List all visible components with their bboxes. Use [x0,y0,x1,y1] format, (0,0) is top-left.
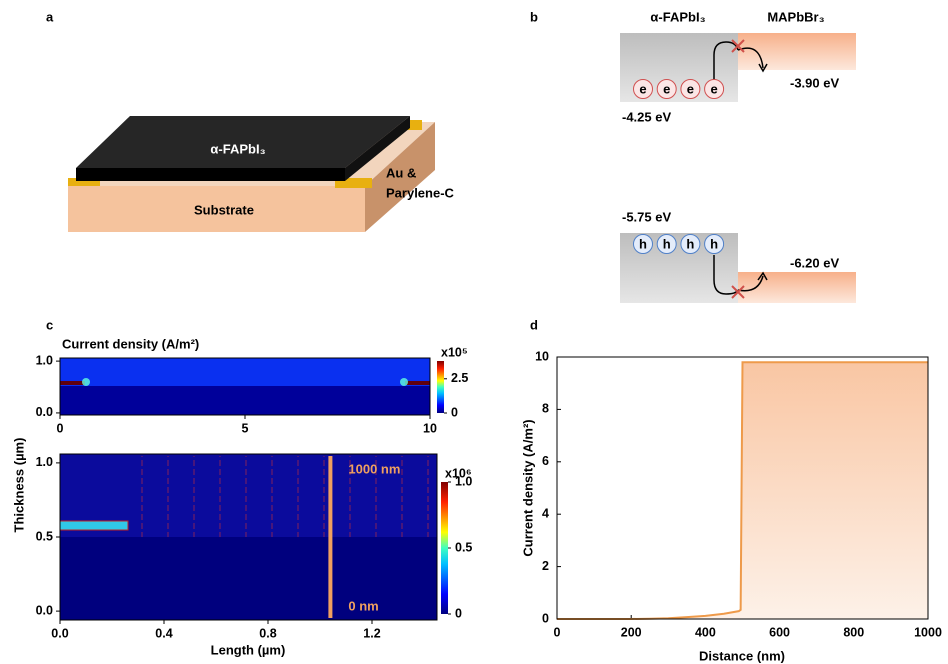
carrier [704,79,725,99]
carrier-label: h [639,236,647,251]
y-tick-label: 4 [542,506,549,520]
carrier [633,79,653,99]
electrode [405,381,430,385]
x-tick-label: 0 [554,625,561,639]
y-tick-label: 0.0 [36,405,53,419]
x-tick-label: 600 [769,625,790,639]
y-axis-label: Current density (A/m²) [520,419,535,556]
level-label: -3.90 eV [790,75,839,90]
arrow [737,275,764,292]
carrier-label: e [710,81,717,96]
carrier-label: e [663,81,670,96]
colorbar [441,482,448,614]
substrate-side [365,122,435,232]
carrier-label: e [687,81,694,96]
material-label: α-FAPbI₃ [650,9,705,24]
y-tick-label: 8 [542,402,549,416]
x-axis-label: Length (µm) [211,642,286,657]
carrier-label: h [710,236,718,251]
x-axis-label: Distance (nm) [699,648,785,663]
substrate-front [68,186,365,232]
colorbar-tick-label: 2.5 [451,371,468,385]
cutline-label: 0 nm [348,598,378,613]
material-label: MAPbBr₃ [767,9,824,24]
colorbar-scale: x10⁵ [441,345,468,359]
plot-frame [556,356,929,620]
level-label: -5.75 eV [622,209,671,224]
hotspot [82,378,90,386]
carrier [656,79,677,99]
x-tick-label: 200 [621,625,642,639]
x-tick-label: 0 [57,421,64,435]
field-arrows [130,456,437,537]
level-label: -6.20 eV [790,255,839,270]
panel-label: b [530,9,538,24]
carrier [656,234,677,254]
electrode-label: Au & [386,165,416,180]
x-tick-label: 5 [242,421,249,435]
hotspot [400,378,408,386]
electrode-label: Parylene-C [386,185,455,200]
colorbar-tick-label: 0 [455,606,462,620]
level-label: -4.25 eV [622,109,671,124]
band [738,33,856,70]
film-label: α-FAPbI₃ [210,141,265,156]
panel-label: d [530,317,538,332]
arrow-head [757,271,768,281]
colorbar-tick-label: 1.0 [455,474,472,488]
arrow [713,41,739,80]
heatmap-region [60,358,430,386]
colorbar [437,361,444,413]
y-tick-label: 0.5 [36,529,53,543]
y-tick-label: 0.0 [36,603,53,617]
electrode [59,520,129,531]
carrier-label: h [663,236,671,251]
x-tick-label: 0.0 [51,626,68,640]
substrate-label: Substrate [194,202,254,217]
x-tick-label: 0.8 [259,626,276,640]
x-tick-label: 1000 [914,625,942,639]
carrier-label: h [686,236,694,251]
film-top [76,116,410,168]
carrier [680,79,701,99]
y-axis-label: Thickness (µm) [11,438,26,533]
film-front [76,168,345,181]
y-tick-label: 1.0 [36,353,53,367]
carrier [680,234,701,254]
arrow [713,255,739,295]
colorbar-tick-label: 0.5 [455,540,472,554]
y-tick-label: 6 [542,454,549,468]
y-tick-label: 2 [542,559,549,573]
carrier-label: e [639,81,646,96]
y-tick-label: 1.0 [36,455,53,469]
y-tick-label: 0 [542,611,549,625]
band [738,272,856,303]
block-mark [731,39,745,53]
x-tick-label: 0.4 [155,626,172,640]
y-tick-label: 10 [535,349,549,363]
panel-label: c [46,317,53,332]
block-mark [731,285,745,299]
film-side [345,116,410,181]
x-tick-label: 10 [423,421,437,435]
carrier [704,234,725,254]
cutline-label: 1000 nm [348,461,400,476]
arrow-head [758,63,768,73]
panel-label: a [46,9,54,24]
carrier [633,234,653,254]
map-title: Current density (A/m²) [62,336,199,351]
carriers: e e e eh h h h [633,79,725,254]
x-tick-label: 1.2 [363,626,380,640]
x-tick-label: 400 [695,625,716,639]
colorbar-tick-label: 0 [451,405,458,419]
x-tick-label: 800 [843,625,864,639]
electrode [60,381,85,385]
colorbar-scale: x10⁶ [445,466,472,480]
